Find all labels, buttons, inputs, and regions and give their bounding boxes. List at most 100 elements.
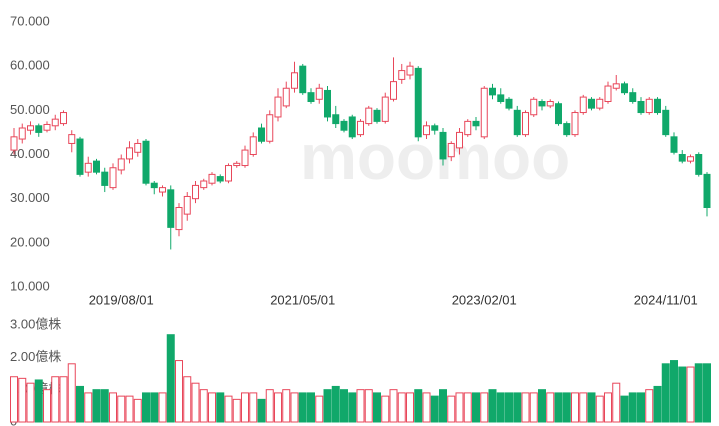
candle-body	[208, 173, 216, 184]
volume-bar	[373, 392, 381, 423]
volume-bar	[439, 389, 447, 423]
candle-body	[357, 120, 364, 136]
candle-body	[159, 187, 166, 193]
candle-body	[621, 83, 628, 94]
candle-body	[241, 149, 249, 167]
volume-bar	[356, 389, 365, 423]
volume-bar	[430, 395, 439, 423]
candle-body	[489, 87, 496, 96]
volume-bar	[554, 392, 563, 423]
volume-bar	[150, 392, 159, 423]
y-tick-label: 3.00億株	[10, 316, 61, 331]
y-tick-label: 2.00億株	[10, 349, 61, 364]
candle-body	[142, 140, 150, 184]
candle-body	[439, 131, 447, 160]
volume-bar	[488, 389, 497, 423]
volume-bar	[208, 392, 216, 423]
candle-body	[126, 147, 133, 160]
volume-bar	[232, 398, 241, 423]
candle-body	[274, 96, 282, 118]
volume-bar	[694, 363, 703, 423]
volume-bar	[348, 392, 357, 423]
candle-body	[505, 98, 513, 109]
volume-bar	[241, 392, 249, 423]
candle-body	[101, 171, 109, 186]
candle-body	[695, 154, 703, 175]
candle-body	[10, 136, 18, 151]
candle-body	[43, 123, 51, 131]
candle-body	[480, 87, 488, 138]
candle-body	[456, 131, 463, 149]
y-tick-label: 30.000	[10, 190, 50, 205]
candle-body	[35, 125, 43, 133]
volume-bar	[67, 363, 76, 423]
volume-bar	[224, 395, 233, 423]
volume-bar	[166, 334, 175, 423]
candle-body	[654, 98, 661, 114]
candle-body	[332, 114, 340, 125]
volume-bar	[183, 376, 192, 423]
volume-bar	[51, 376, 60, 423]
volume-bar	[265, 389, 274, 423]
y-tick-label: 60.000	[10, 58, 50, 73]
volume-bar	[257, 398, 266, 423]
candle-body	[249, 136, 257, 155]
volume-bar	[513, 392, 522, 423]
candle-body	[596, 98, 604, 109]
volume-bar	[290, 392, 299, 423]
volume-bar	[92, 389, 101, 423]
volume-bar	[125, 395, 134, 423]
candle-body	[167, 189, 175, 228]
volume-bar	[397, 392, 406, 423]
volume-bar	[645, 389, 654, 423]
candle-body	[76, 138, 84, 175]
volume-bar	[117, 395, 126, 423]
candle-body	[381, 96, 389, 122]
candle-body	[183, 195, 191, 215]
candle-body	[546, 101, 554, 107]
volume-bar	[604, 392, 612, 423]
candle-body	[60, 112, 67, 125]
candle-body	[612, 83, 620, 89]
candle-body	[134, 142, 142, 153]
volume-bar	[323, 389, 332, 423]
volume-bar	[43, 389, 51, 423]
candle-body	[258, 127, 265, 142]
volume-bar	[364, 389, 373, 423]
candle-body	[645, 98, 653, 114]
candle-body	[414, 67, 422, 138]
candle-body	[150, 182, 158, 189]
candle-body	[390, 81, 397, 100]
volume-bar	[307, 392, 315, 423]
volume-bar	[274, 392, 282, 423]
volume-bar	[670, 360, 678, 423]
candle-body	[464, 120, 472, 136]
candle-body	[291, 72, 298, 89]
candle-body	[117, 158, 125, 171]
candle-body	[93, 160, 100, 173]
volume-bar	[653, 385, 662, 423]
volume-bar	[59, 376, 68, 423]
candle-body	[315, 87, 323, 100]
volume-bar	[587, 392, 596, 423]
volume-bar	[546, 392, 555, 423]
candle-body	[348, 116, 356, 138]
volume-bar	[381, 395, 390, 423]
volume-bar	[34, 379, 43, 423]
volume-bar	[109, 392, 117, 423]
candle-body	[522, 112, 529, 136]
candle-body	[373, 109, 381, 122]
volume-bar	[331, 385, 340, 423]
candle-body	[670, 136, 678, 153]
candle-body	[27, 125, 34, 131]
candle-body	[563, 123, 571, 136]
volume-bar	[298, 392, 307, 423]
candle-body	[282, 87, 290, 107]
candle-body	[530, 98, 538, 116]
volume-bar	[678, 366, 687, 423]
candle-body	[604, 85, 612, 102]
volume-bar	[538, 389, 546, 423]
volume-bar	[703, 363, 711, 423]
candle-body	[579, 96, 587, 114]
